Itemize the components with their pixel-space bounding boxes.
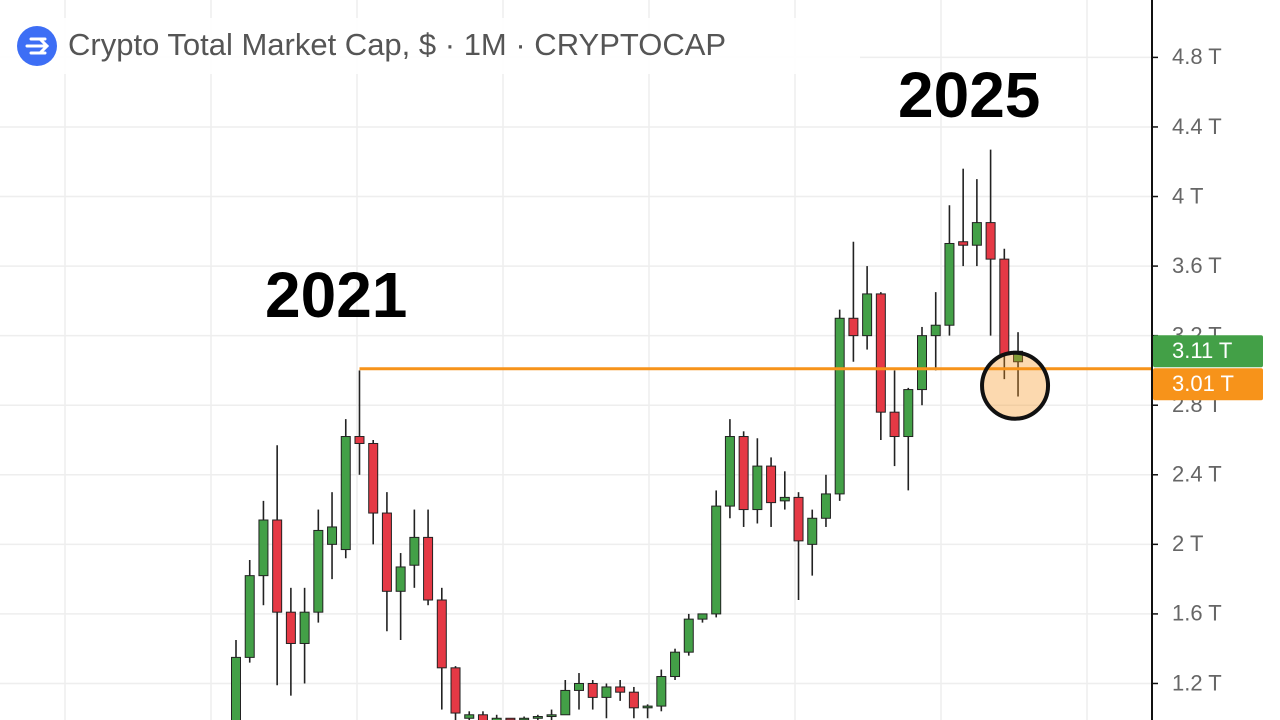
candle-body [834, 317, 845, 495]
title-icon-glyph [25, 37, 50, 55]
overlay [359, 350, 1152, 421]
candle-body [738, 436, 749, 511]
candle-body [793, 496, 804, 542]
price-label: 3.11 T [1172, 338, 1232, 363]
horizontal-grid [0, 56, 1152, 685]
y-tick-label: 4.4 T [1172, 114, 1222, 139]
y-tick-label: 2.4 T [1172, 462, 1222, 487]
candle-body [560, 689, 571, 716]
candle-body [656, 676, 667, 707]
candle-body [807, 517, 818, 545]
candle-body [546, 714, 557, 718]
price-label: 3.01 T [1172, 371, 1234, 396]
candle-body [848, 317, 859, 337]
candle-body [409, 536, 420, 566]
candle-body [340, 436, 351, 551]
candles [231, 149, 1024, 720]
candle-body [752, 465, 763, 511]
y-tick-label: 2 T [1172, 531, 1203, 556]
price-label-box [1153, 368, 1263, 401]
annotation: 2021 [265, 259, 407, 331]
candle-body [258, 519, 269, 577]
y-tick-label: 1.2 T [1172, 670, 1222, 695]
candle-body [971, 222, 982, 246]
candle-body [903, 389, 914, 438]
candle-body [436, 599, 447, 669]
candle-body [423, 536, 434, 601]
candle-body [944, 242, 955, 326]
candle-body [999, 258, 1010, 356]
candle-body [615, 686, 626, 693]
candle-body [670, 651, 681, 678]
candle-body [820, 493, 831, 519]
candle-body [574, 682, 584, 691]
candle-body [587, 682, 598, 698]
candle-body [601, 686, 612, 698]
y-tick-label: 1.6 T [1172, 601, 1222, 626]
candle-body [244, 575, 255, 658]
candle-body [958, 241, 969, 246]
candle-body [313, 529, 324, 613]
candle-body [642, 705, 653, 709]
highlight-circle [980, 350, 1051, 421]
candle-body [766, 465, 777, 504]
candle-body [381, 512, 392, 592]
chart-title: Crypto Total Market Cap, $ · 1M · CRYPTO… [68, 27, 726, 62]
candle-body [477, 714, 488, 720]
candle-body [697, 613, 708, 620]
candle-body [724, 436, 735, 507]
y-axis: 1.2 T1.6 T2 T2.4 T2.8 T3.2 T3.6 T4 T4.4 … [1152, 44, 1263, 695]
y-tick-label: 4 T [1172, 183, 1203, 208]
price-label-box [1153, 335, 1263, 368]
candle-body [299, 611, 310, 644]
candle-body [889, 411, 900, 438]
candle-body [231, 656, 241, 720]
candle-body [395, 566, 406, 592]
candle-body [683, 618, 694, 653]
candle-body [327, 526, 338, 545]
vertical-grid [64, 0, 1088, 720]
candle-body [917, 335, 927, 391]
y-tick-label: 3.6 T [1172, 253, 1222, 278]
candle-body [354, 436, 365, 444]
title-background [0, 18, 860, 74]
candle-body [272, 519, 283, 613]
candle-body [450, 667, 461, 714]
candle-body [285, 611, 296, 644]
candle-body [368, 442, 379, 514]
candle-body [532, 716, 543, 719]
candle-body [930, 324, 941, 337]
candle-body [985, 222, 996, 260]
candle-body [628, 691, 639, 709]
candle-body [711, 505, 722, 615]
candle-body [464, 714, 475, 719]
candle-body [862, 293, 873, 337]
y-tick-label: 4.8 T [1172, 44, 1222, 69]
annotation: 2025 [898, 59, 1040, 131]
candle-body [875, 293, 886, 413]
candle-body [779, 496, 790, 502]
